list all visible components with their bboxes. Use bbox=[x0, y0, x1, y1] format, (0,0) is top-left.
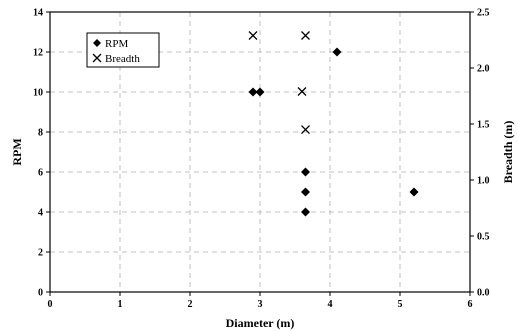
legend-marker-breadth bbox=[92, 53, 102, 63]
y-tick-label: 6 bbox=[38, 168, 43, 179]
rpm-point bbox=[301, 167, 310, 177]
x-axis-title: Diameter (m) bbox=[226, 316, 295, 330]
y-tick-label: 8 bbox=[38, 128, 43, 139]
x-tick-label: 4 bbox=[328, 299, 333, 310]
breadth-point bbox=[297, 87, 307, 96]
y-tick-label: 0 bbox=[38, 288, 43, 299]
y2-tick-label: 1.0 bbox=[477, 176, 490, 187]
x-tick-label: 1 bbox=[118, 299, 123, 310]
y2-axis-title: Breadth (m) bbox=[501, 121, 515, 184]
rpm-point bbox=[248, 87, 258, 97]
legend-marker-rpm bbox=[93, 39, 101, 47]
legend-label-breadth: Breadth bbox=[105, 53, 140, 65]
y2-tick-label: 2.5 bbox=[477, 8, 490, 19]
y-tick-label: 4 bbox=[38, 208, 43, 219]
legend-box bbox=[86, 32, 160, 68]
y2-tick-label: 1.5 bbox=[477, 120, 490, 131]
y-tick-label: 14 bbox=[33, 8, 43, 19]
y-axis-title: RPM bbox=[10, 138, 24, 165]
y-tick-label: 10 bbox=[33, 88, 43, 99]
rpm-point bbox=[332, 47, 342, 57]
x-tick-label: 3 bbox=[258, 299, 263, 310]
data-marks bbox=[248, 31, 419, 217]
breadth-point bbox=[248, 31, 258, 40]
rpm-point bbox=[301, 207, 310, 217]
rpm-point bbox=[301, 187, 310, 197]
x-tick-label: 2 bbox=[188, 299, 193, 310]
x-tick-label: 6 bbox=[468, 299, 473, 310]
y2-tick-label: 0.0 bbox=[477, 288, 490, 299]
y-tick-label: 12 bbox=[33, 48, 43, 59]
x-tick-label: 0 bbox=[48, 299, 53, 310]
x-tick-label: 5 bbox=[398, 299, 403, 310]
legend: RPM Breadth bbox=[86, 32, 160, 68]
rpm-point bbox=[409, 187, 419, 197]
rpm-point bbox=[255, 87, 265, 97]
legend-label-rpm: RPM bbox=[105, 38, 128, 50]
breadth-point bbox=[301, 31, 310, 40]
y-tick-label: 2 bbox=[38, 248, 43, 259]
y2-tick-label: 0.5 bbox=[477, 232, 490, 243]
breadth-point bbox=[301, 125, 310, 135]
y2-tick-label: 2.0 bbox=[477, 64, 490, 75]
